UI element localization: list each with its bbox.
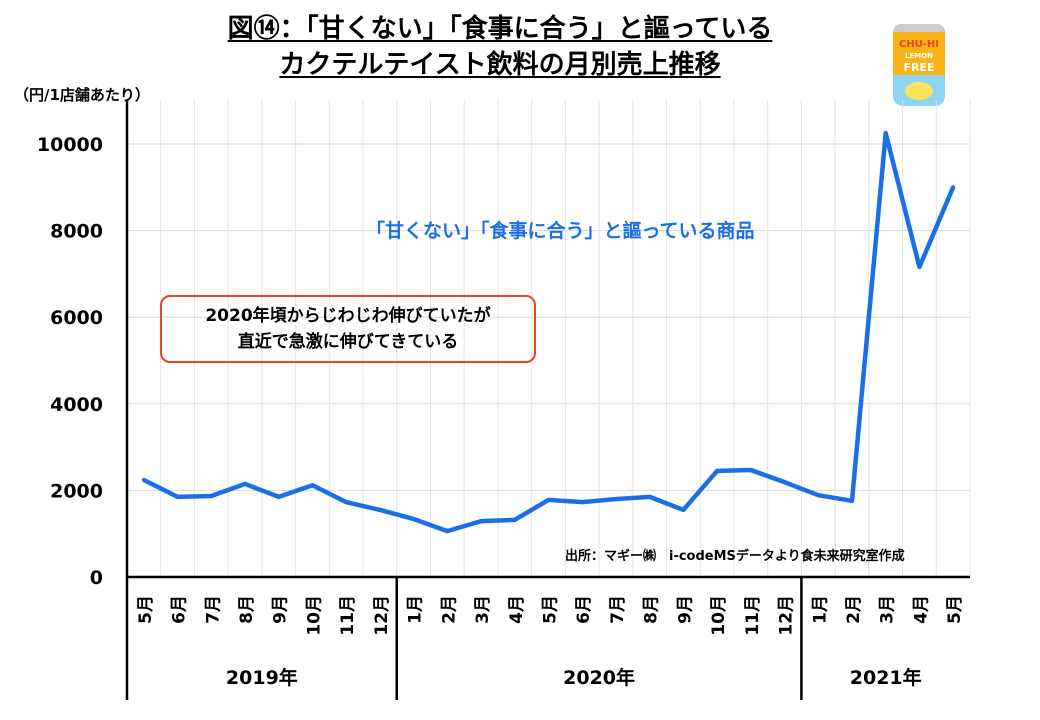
title-text: 図⑭：「甘くない」「食事に合う」と謳っている bbox=[227, 14, 773, 44]
data-point bbox=[748, 468, 753, 473]
x-tick-label: 3月 bbox=[473, 595, 493, 624]
x-tick-label: 2月 bbox=[844, 595, 864, 624]
data-point bbox=[310, 483, 315, 488]
data-point bbox=[816, 493, 821, 498]
data-point bbox=[377, 507, 382, 512]
data-point bbox=[782, 480, 787, 485]
source-note: 出所：マギー㈱ i-codeMSデータより食未来研究室作成 bbox=[565, 549, 905, 564]
x-tick-label: 1月 bbox=[810, 595, 830, 624]
data-point bbox=[951, 185, 956, 190]
data-point bbox=[512, 517, 517, 522]
x-tick-label: 2月 bbox=[439, 595, 459, 624]
x-tick-label: 7月 bbox=[203, 595, 223, 624]
y-tick-label: 4000 bbox=[50, 394, 103, 416]
x-tick-label: 5月 bbox=[136, 595, 156, 624]
x-tick-label: 9月 bbox=[675, 595, 695, 624]
data-point bbox=[209, 494, 214, 499]
x-tick-label: 5月 bbox=[945, 595, 965, 624]
x-tick-label: 6月 bbox=[574, 595, 594, 624]
data-point bbox=[276, 494, 281, 499]
x-tick-label: 11月 bbox=[338, 595, 358, 636]
x-tick-label: 8月 bbox=[237, 595, 257, 624]
can-text: LEMON bbox=[904, 52, 934, 60]
x-tick-label: 3月 bbox=[878, 595, 898, 624]
chu-hi-can-icon: CHU-HI LEMON FREE bbox=[893, 24, 945, 106]
x-tick-label: 5月 bbox=[541, 595, 561, 624]
x-tick-label: 4月 bbox=[507, 595, 527, 624]
data-point bbox=[445, 529, 450, 534]
x-tick-label: 10月 bbox=[304, 595, 324, 636]
data-point bbox=[917, 264, 922, 269]
data-point bbox=[344, 500, 349, 505]
y-tick-label: 2000 bbox=[50, 480, 103, 502]
data-point bbox=[411, 516, 416, 521]
data-point bbox=[647, 494, 652, 499]
x-tick-label: 11月 bbox=[743, 595, 763, 636]
x-tick-label: 6月 bbox=[170, 595, 190, 624]
data-point bbox=[681, 507, 686, 512]
chart-title-line1: 図⑭：「甘くない」「食事に合う」と謳っている bbox=[0, 8, 1000, 45]
y-tick-label: 8000 bbox=[50, 221, 103, 243]
data-point bbox=[243, 481, 248, 486]
year-label: 2021年 bbox=[850, 666, 922, 689]
data-point bbox=[613, 497, 618, 502]
can-text: FREE bbox=[903, 61, 935, 74]
data-point bbox=[715, 468, 720, 473]
data-point bbox=[175, 494, 180, 499]
y-tick-label: 6000 bbox=[50, 307, 103, 329]
callout-box: 2020年頃からじわじわ伸びていたが 直近で急激に伸びてきている bbox=[160, 295, 536, 363]
x-tick-label: 10月 bbox=[709, 595, 729, 636]
data-point bbox=[546, 497, 551, 502]
x-tick-label: 8月 bbox=[642, 595, 662, 624]
data-point bbox=[883, 131, 888, 136]
x-tick-label: 4月 bbox=[911, 595, 931, 624]
y-tick-label: 0 bbox=[90, 567, 103, 589]
x-tick-label: 9月 bbox=[271, 595, 291, 624]
series-label: 「甘くない」「食事に合う」と謳っている商品 bbox=[366, 220, 755, 242]
year-label: 2019年 bbox=[226, 666, 298, 689]
chart-title-line2: カクテルテイスト飲料の月別売上推移 bbox=[0, 44, 1000, 81]
y-tick-label: 10000 bbox=[37, 134, 103, 156]
x-tick-label: 12月 bbox=[372, 595, 392, 636]
data-point bbox=[479, 519, 484, 524]
callout-text: 直近で急激に伸びてきている bbox=[237, 332, 459, 352]
title-text: カクテルテイスト飲料の月別売上推移 bbox=[279, 50, 721, 80]
data-point bbox=[141, 478, 146, 483]
y-axis-unit: （円/1店舗あたり） bbox=[14, 86, 150, 104]
x-tick-label: 7月 bbox=[608, 595, 628, 624]
x-tick-label: 12月 bbox=[777, 595, 797, 636]
can-text: CHU-HI bbox=[898, 39, 940, 50]
callout-text: 2020年頃からじわじわ伸びていたが bbox=[205, 306, 491, 326]
data-point bbox=[849, 498, 854, 503]
year-label: 2020年 bbox=[563, 666, 635, 689]
data-point bbox=[580, 500, 585, 505]
x-tick-label: 1月 bbox=[406, 595, 426, 624]
